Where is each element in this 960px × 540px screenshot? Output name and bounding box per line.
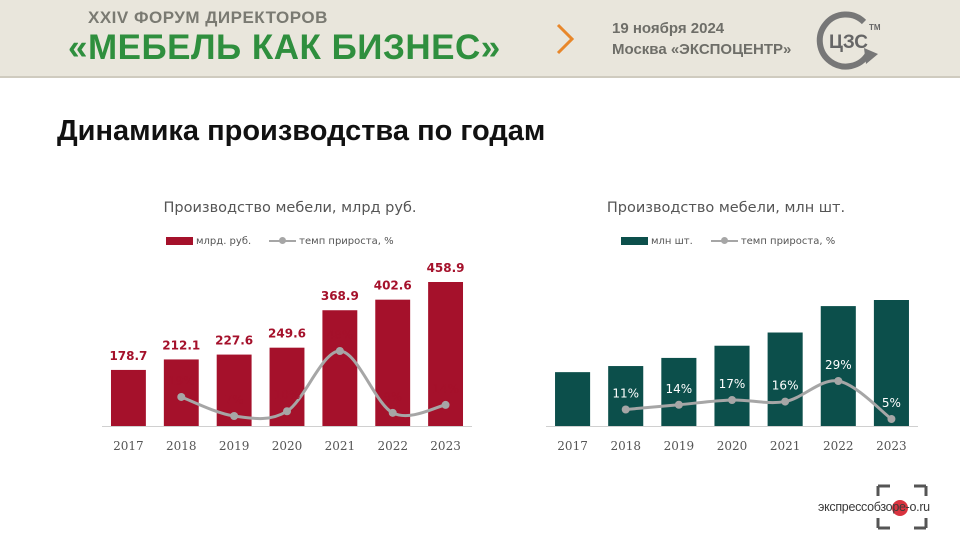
legend-label-line: темп прироста, % [740,235,836,247]
chart-2-growth-label: 5% [882,396,901,410]
chart-1-x-tick-label: 2017 [113,439,144,453]
event-date-venue: 19 ноября 2024 Москва «ЭКСПОЦЕНТР» [612,18,791,60]
chart-1-growth-point [230,412,239,420]
chart-2-growth-point [781,397,790,406]
chart-2-x-tick-label: 2017 [557,439,588,453]
chart-2-bar [608,366,644,426]
chart-1-bar [163,359,199,426]
chart-2-bar [767,332,803,426]
chart-2-x-tick-label: 2018 [610,439,641,453]
legend-swatch-bars [166,237,193,245]
legend-label-bars: млрд. руб. [196,235,252,247]
chart-2-bar [661,357,697,426]
chart-1-x-tick-label: 2021 [325,439,356,453]
chart-1-x-tick-label: 2020 [272,439,303,453]
legend-label-bars: млн шт. [651,235,693,247]
watermark-frame [876,484,928,530]
chart-1-growth-label: 14% [432,382,459,396]
chart-1-growth-label: 10% [274,388,301,402]
chart-1-bar [375,299,411,426]
chart-2-growth-point [887,415,896,423]
chart-1-bar-value-label: 212.1 [162,338,200,352]
chart-2-legend: млн шт. темп прироста, % [621,235,835,247]
svg-text:TM: TM [869,23,881,32]
watermark-right: e-o.ru [898,500,930,514]
chart-1-growth-point [283,407,291,416]
chart-1-x-tick-label: 2022 [377,439,408,453]
chart-2-x-tick-label: 2021 [770,439,801,453]
chart-1-bar-value-label: 402.6 [374,279,412,293]
chart-1-bar-value-label: 368.9 [321,289,359,303]
chart-2-growth-label: 11% [612,387,639,401]
chart-1-title: Производство мебели, млрд руб. [163,200,417,216]
watermark-badge-icon [892,500,908,516]
legend-swatch-line [710,235,738,247]
chart-1-growth-point [388,408,397,417]
svg-text:ЦЗС: ЦЗС [829,32,868,53]
chart-2-bar [714,345,750,426]
watermark-left: экспрессобзор [818,500,899,514]
czs-logo: ЦЗС TM [816,11,881,70]
legend-swatch-bars [621,237,648,245]
chart-2-growth-label: 14% [666,382,693,396]
chart-2-bar [873,300,909,426]
chart-1-bar-value-label: 227.6 [215,334,253,348]
chart-1-growth-point [441,400,450,409]
chart-2-growth-point [834,377,843,385]
chart-1-bar-value-label: 458.9 [427,261,465,275]
chart-1-growth-point [177,392,186,401]
chart-2-growth-point [621,405,630,414]
chart-2-growth-label: 16% [772,379,799,393]
chart-2-growth-point [674,400,683,409]
chart-1-growth-label: 9% [383,390,402,404]
chart-1-legend: млрд. руб. темп прироста, % [166,235,394,247]
forum-name: «МЕБЕЛЬ КАК БИЗНЕС» [68,28,501,67]
chart-1-bar [110,369,146,426]
chart-2-x-tick-label: 2019 [664,439,695,453]
legend-swatch-line [269,235,297,247]
watermark-text: экспрессобзорe-o.ru [818,500,930,514]
chart-2-growth-label: 29% [825,358,852,372]
chart-2-x-tick-label: 2023 [876,439,907,453]
chart-1-growth-label: 19% [168,374,195,388]
chart-2-bar [820,306,856,426]
chart-2-growth-label: 17% [719,377,746,391]
chart-1-bar-value-label: 249.6 [268,327,306,341]
legend-label-line: темп прироста, % [299,235,394,247]
chart-2-growth-point [728,396,736,404]
chart-1-x-tick-label: 2019 [219,439,250,453]
chart-2-x-tick-label: 2022 [823,439,854,453]
chart-1-x-tick-label: 2023 [430,439,461,453]
chart-1-bar [322,310,358,426]
chart-1-bar-value-label: 178.7 [109,349,147,363]
chart-1-growth-label: 48% [327,328,354,342]
event-venue: Москва «ЭКСПОЦЕНТР» [612,41,792,58]
chart-1-growth-label: 7% [225,393,244,407]
chart-1-growth-point [335,347,344,355]
chart-2-bar [555,372,591,426]
chart-1-x-tick-label: 2018 [166,439,197,453]
header-banner: XXIV ФОРУМ ДИРЕКТОРОВ «МЕБЕЛЬ КАК БИЗНЕС… [0,0,960,78]
chart-2-x-tick-label: 2020 [717,439,748,453]
event-date: 19 ноября 2024 [612,20,725,37]
chevron-right-icon [556,23,575,55]
slide-title: Динамика производства по годам [57,115,546,147]
forum-number: XXIV ФОРУМ ДИРЕКТОРОВ [88,8,328,27]
chart-2-title: Производство мебели, млн шт. [606,200,846,216]
